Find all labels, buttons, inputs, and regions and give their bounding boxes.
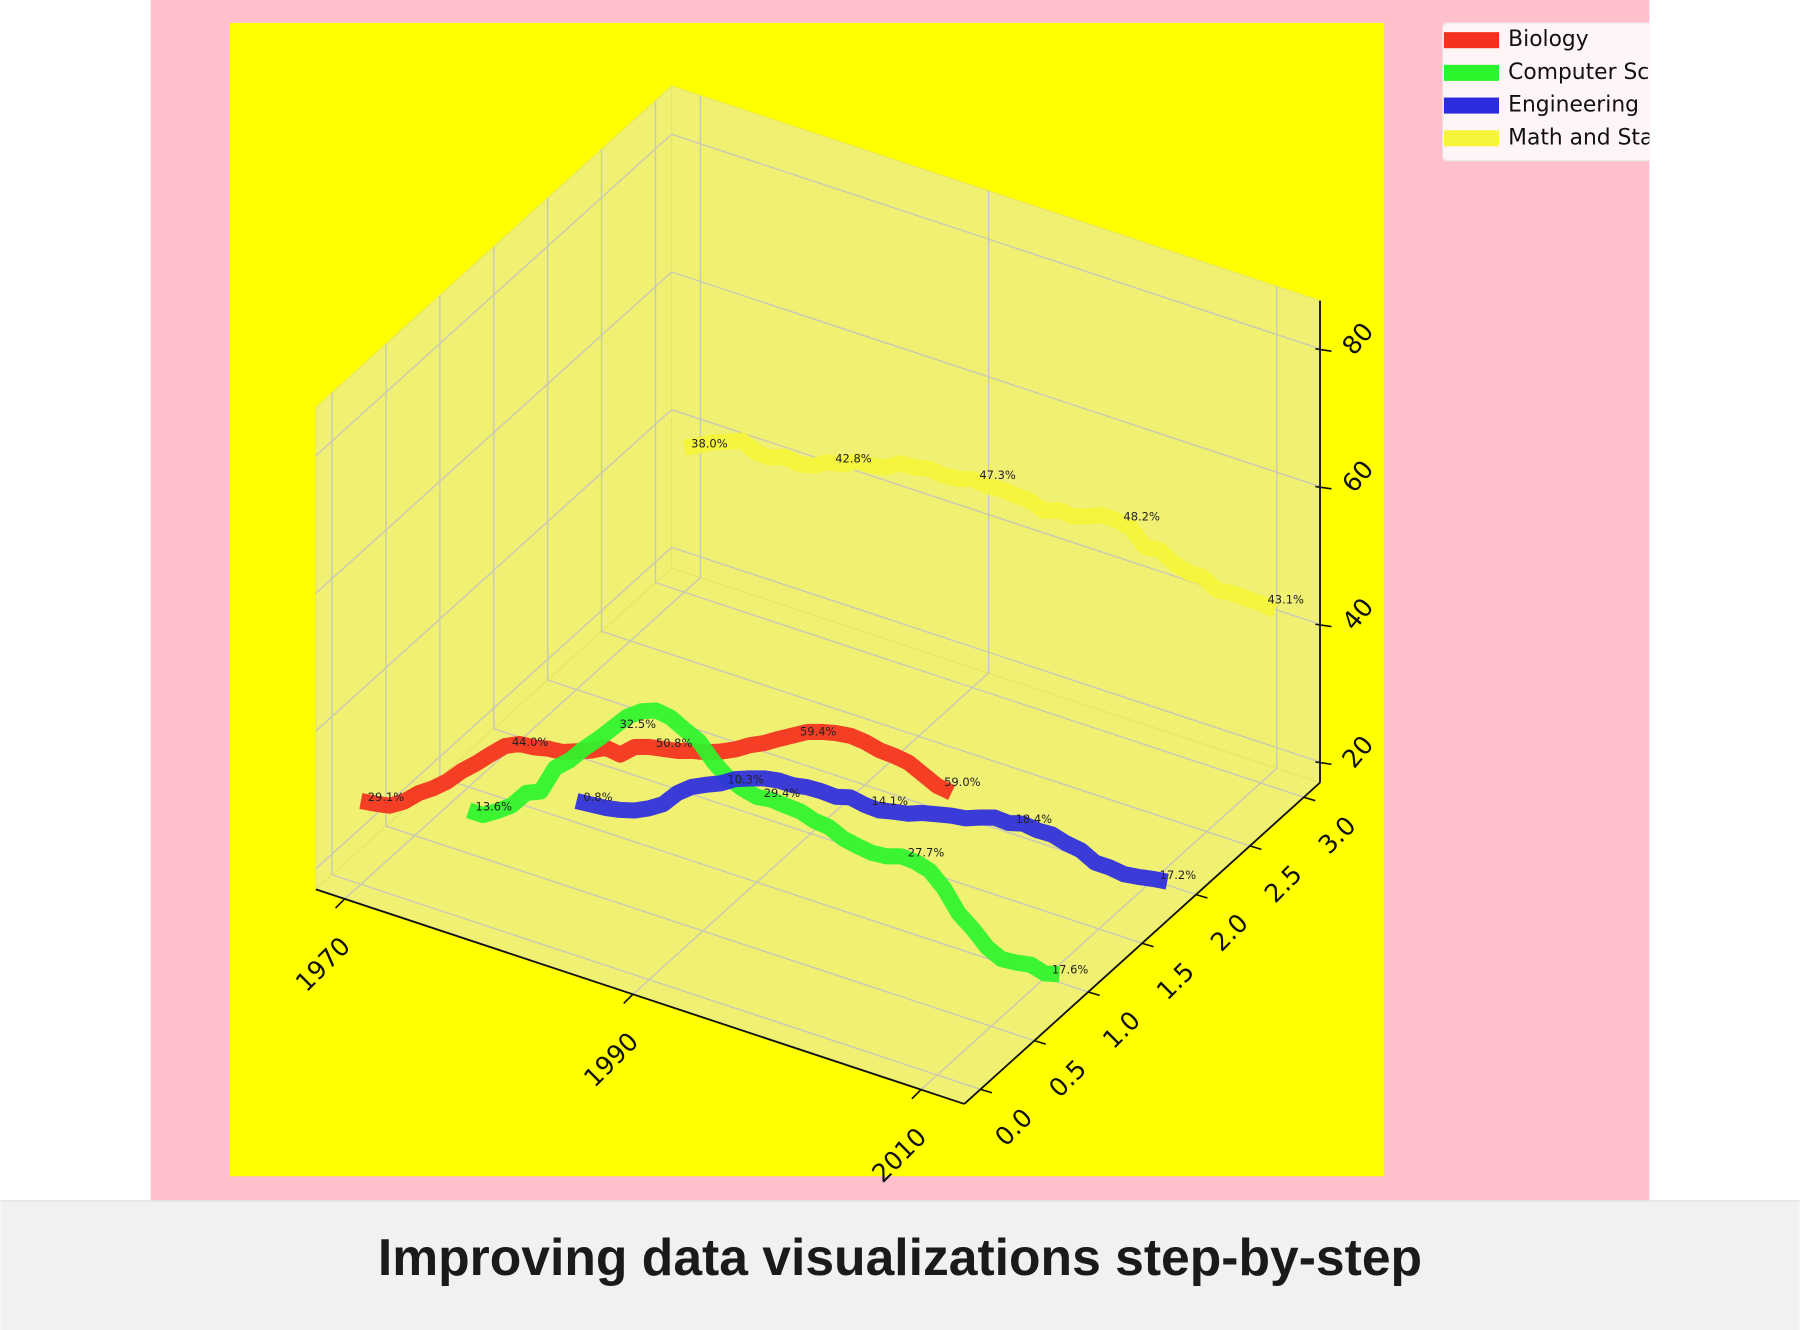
value-label: 38.0% <box>691 437 728 451</box>
grid-line <box>315 133 673 457</box>
grid-line <box>439 776 1089 993</box>
grid-line <box>315 409 673 732</box>
legend-swatch <box>1443 97 1500 114</box>
grid-line <box>493 728 1143 944</box>
value-label: 43.1% <box>1267 592 1304 606</box>
value-label: 27.7% <box>908 845 945 859</box>
value-label: 42.8% <box>835 451 872 465</box>
grid-line <box>655 581 1305 798</box>
y-tick <box>980 1088 993 1094</box>
series-line <box>359 723 956 814</box>
grid-line <box>671 271 1321 488</box>
legend-swatch <box>1443 32 1500 49</box>
z-tick <box>1315 485 1332 490</box>
value-label: 44.0% <box>512 735 549 749</box>
x-tick <box>334 898 346 909</box>
series-line <box>466 702 1060 983</box>
series-line <box>574 770 1169 890</box>
value-label: 13.6% <box>476 799 513 813</box>
grid-line <box>671 546 1321 763</box>
caption: Improving data visualizations step-by-st… <box>378 1228 1422 1286</box>
grid-line <box>671 133 1321 350</box>
y-tick <box>1088 991 1100 997</box>
value-label: 14.1% <box>872 794 909 808</box>
legend: Biology Computer Science Engineering Math a… <box>1442 22 1717 162</box>
value-label: 0.8% <box>583 790 612 804</box>
grid-line <box>315 271 673 594</box>
value-label: 17.6% <box>1052 963 1089 977</box>
y-tick <box>1303 796 1316 802</box>
legend-label: Math and Statistics <box>1508 125 1717 150</box>
z-tick <box>1315 623 1332 628</box>
legend-label: Engineering <box>1508 93 1639 118</box>
y-tick <box>1034 1039 1047 1045</box>
x-tick <box>911 1089 922 1100</box>
value-label: 29.1% <box>368 790 405 804</box>
value-label: 29.4% <box>764 786 801 800</box>
z-tick <box>1315 761 1332 766</box>
grid-line <box>331 874 981 1090</box>
value-label: 47.3% <box>979 468 1016 482</box>
value-label: 59.0% <box>944 775 981 789</box>
y-tick <box>1141 942 1154 948</box>
value-label: 17.2% <box>1160 868 1197 882</box>
value-label: 50.8% <box>656 736 693 750</box>
value-label: 32.5% <box>620 717 657 731</box>
x-tick <box>623 993 634 1005</box>
grid-line <box>601 630 1251 847</box>
y-axis-line <box>963 781 1321 1105</box>
value-label: 59.4% <box>800 724 837 738</box>
y-tick <box>1195 893 1208 899</box>
legend-box <box>1442 22 1650 162</box>
value-label: 18.4% <box>1016 812 1053 826</box>
legend-label: Computer Science <box>1508 60 1708 85</box>
grid-line <box>315 546 673 870</box>
value-label: 10.3% <box>727 772 764 786</box>
z-tick <box>1315 348 1332 352</box>
x-axis-line <box>315 888 965 1105</box>
series-line <box>683 432 1279 618</box>
y-tick <box>1249 845 1262 851</box>
legend-swatch <box>1443 64 1500 81</box>
caption-bar <box>0 1200 1800 1330</box>
value-label: 48.2% <box>1123 509 1160 523</box>
grid-line <box>385 825 1035 1042</box>
legend-swatch <box>1443 130 1500 147</box>
legend-label: Biology <box>1508 27 1589 52</box>
